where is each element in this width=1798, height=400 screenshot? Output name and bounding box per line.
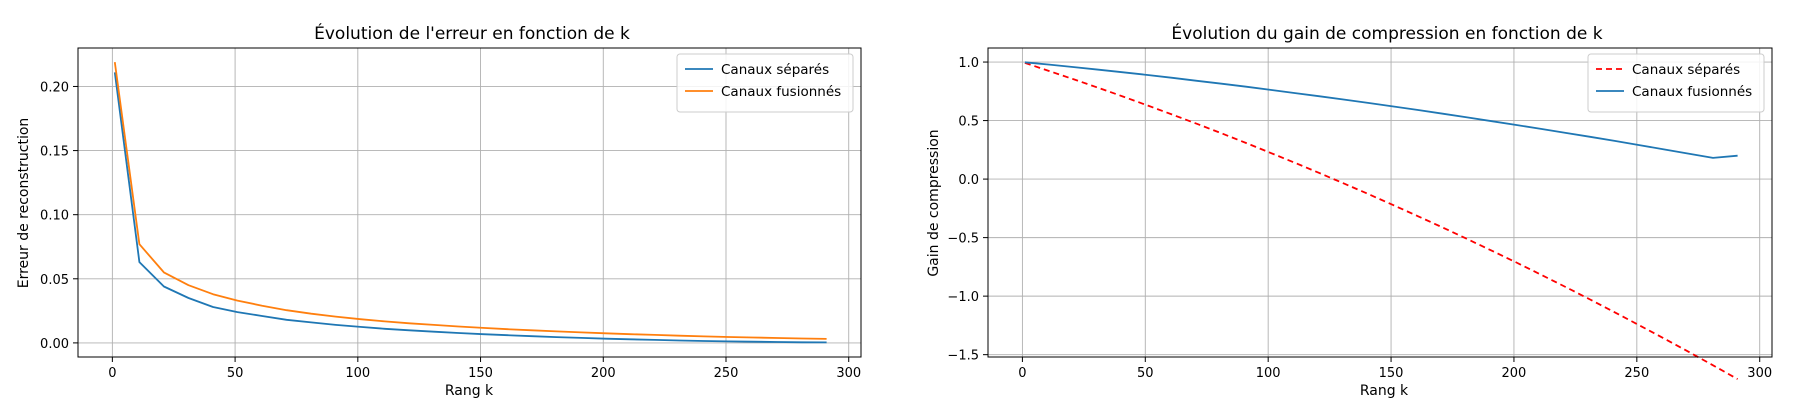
error-chart-ylabel: Erreur de reconstruction: [16, 118, 32, 289]
y-tick-label: 0.15: [40, 145, 69, 160]
gain-chart-legend: Canaux séparés Canaux fusionnés: [1587, 53, 1765, 113]
legend-label: Canaux séparés: [1632, 62, 1740, 78]
error-chart-title: Évolution de l'erreur en fonction de k: [314, 22, 630, 44]
y-tick-label: 0.00: [40, 337, 69, 352]
error-chart-frame: [77, 47, 862, 358]
y-tick-label: 0.0: [958, 173, 979, 188]
series-line-2: [1024, 61, 1738, 159]
y-tick-label: −1.0: [947, 290, 979, 305]
y-tick-label: 0.5: [958, 115, 979, 130]
x-tick-label: 100: [345, 366, 370, 381]
error-chart-xlabel: Rang k: [445, 383, 494, 399]
error-chart: Évolution de l'erreur en fonction de k 0…: [16, 22, 862, 399]
error-chart-ticks: 0 50 100 150 200 250 300 0.00 0.05 0.10 0.15 0.20: [40, 80, 861, 381]
y-tick-label: −1.5: [947, 349, 979, 364]
error-chart-legend: Canaux séparés Canaux fusionnés: [676, 53, 854, 113]
error-chart-lines: [113, 61, 827, 344]
legend-label: Canaux fusionnés: [721, 84, 841, 100]
x-tick-label: 100: [1256, 366, 1281, 381]
gain-chart-frame: [987, 47, 1773, 358]
x-tick-label: 300: [1747, 366, 1772, 381]
y-tick-label: −0.5: [947, 232, 979, 247]
legend-label: Canaux séparés: [721, 62, 829, 78]
y-tick-label: 1.0: [958, 56, 979, 71]
x-tick-label: 200: [591, 366, 616, 381]
x-tick-label: 0: [1018, 366, 1026, 381]
gain-chart-ylabel: Gain de compression: [926, 129, 942, 276]
x-tick-label: 50: [227, 366, 244, 381]
y-tick-label: 0.10: [40, 209, 69, 224]
x-tick-label: 250: [714, 366, 739, 381]
y-tick-label: 0.20: [40, 80, 69, 95]
series-line-1: [113, 72, 827, 344]
legend-box: [676, 53, 854, 113]
gain-chart-grid: [988, 48, 1772, 357]
gain-chart-lines: [1024, 61, 1739, 380]
x-tick-label: 200: [1502, 366, 1527, 381]
series-line-1: [1024, 62, 1739, 380]
x-tick-label: 300: [836, 366, 861, 381]
x-tick-label: 250: [1624, 366, 1649, 381]
legend-label: Canaux fusionnés: [1632, 84, 1752, 100]
gain-chart-title: Évolution du gain de compression en fonc…: [1171, 22, 1602, 44]
y-tick-label: 0.05: [40, 273, 69, 288]
gain-chart: Évolution du gain de compression en fonc…: [926, 22, 1773, 399]
x-tick-label: 150: [468, 366, 493, 381]
x-tick-label: 0: [108, 366, 116, 381]
gain-chart-xlabel: Rang k: [1360, 383, 1409, 399]
legend-box: [1587, 53, 1765, 113]
x-tick-label: 150: [1379, 366, 1404, 381]
x-tick-label: 50: [1137, 366, 1154, 381]
series-line-2: [113, 61, 827, 340]
gain-chart-ticks: 0 50 100 150 200 250 300 1.0 0.5 0.0 −0.5 −1.0 −1.5: [947, 56, 1772, 381]
